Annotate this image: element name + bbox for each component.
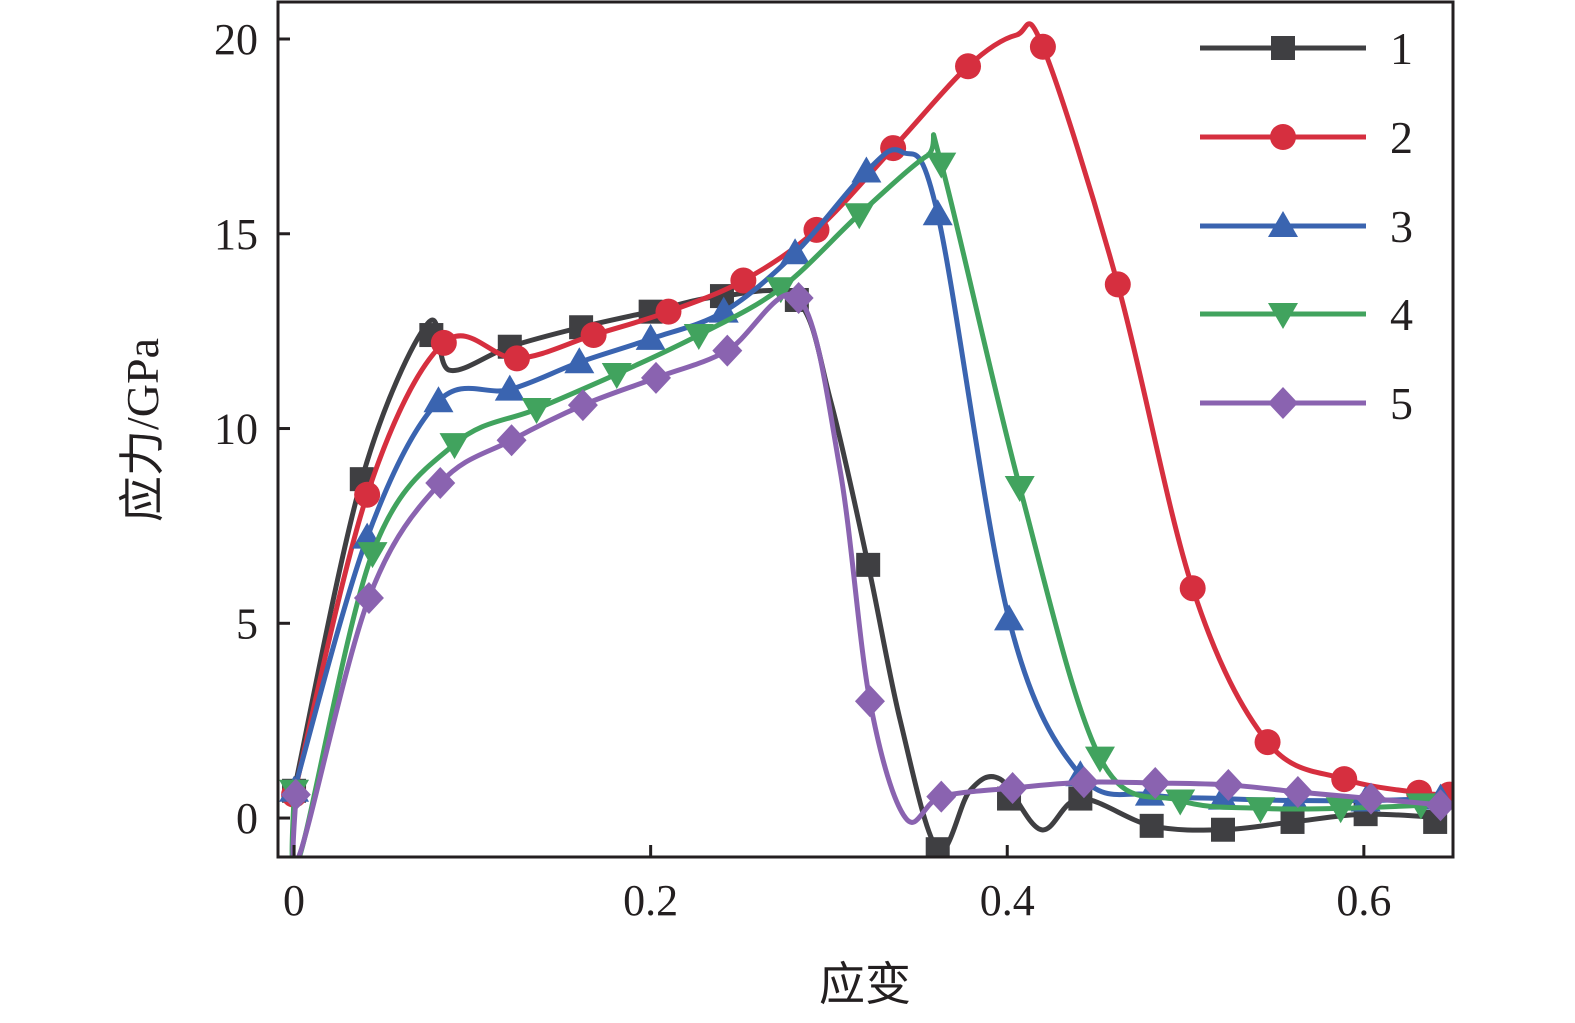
data-point-4 <box>521 398 552 425</box>
data-point-5 <box>1213 768 1244 801</box>
data-point-3 <box>922 199 953 226</box>
legend-label: 4 <box>1390 289 1413 340</box>
data-point-5 <box>854 685 885 718</box>
data-point-4 <box>439 433 470 460</box>
y-axis-title: 应力/GPa <box>117 338 168 522</box>
y-tick-label: 20 <box>214 15 258 64</box>
data-point-2 <box>354 481 381 508</box>
legend-marker <box>1270 124 1296 150</box>
data-point-2 <box>730 267 757 294</box>
data-point-4 <box>1084 746 1115 773</box>
data-point-3 <box>994 604 1025 631</box>
data-point-3 <box>635 323 666 350</box>
data-point-1 <box>856 552 881 577</box>
data-point-2 <box>1179 575 1206 602</box>
data-point-2 <box>1331 766 1358 793</box>
data-point-3 <box>564 347 595 374</box>
data-point-1 <box>1139 813 1164 838</box>
x-tick-label: 0 <box>283 876 305 925</box>
x-tick-label: 0.6 <box>1336 876 1391 925</box>
series-5 <box>280 282 1453 857</box>
data-point-4 <box>844 203 875 230</box>
data-point-3 <box>851 156 882 183</box>
y-tick-label: 15 <box>214 210 258 259</box>
data-point-2 <box>503 345 530 372</box>
data-point-4 <box>765 277 796 304</box>
x-tick-label: 0.2 <box>623 876 678 925</box>
legend-entry-4: 4 <box>1200 289 1413 340</box>
legend-label: 2 <box>1390 112 1413 163</box>
legend-entry-1: 1 <box>1200 23 1413 74</box>
data-point-4 <box>357 542 388 569</box>
data-point-5 <box>926 780 957 813</box>
data-point-5 <box>1355 782 1386 815</box>
y-tick-label: 10 <box>214 405 258 454</box>
data-point-1 <box>1280 809 1305 834</box>
data-point-5 <box>567 389 598 422</box>
legend-entry-3: 3 <box>1200 201 1413 252</box>
data-point-5 <box>280 778 311 811</box>
data-point-4 <box>1165 789 1196 816</box>
series-line-5 <box>290 291 1445 857</box>
legend: 1 2 3 4 5 <box>1200 23 1413 429</box>
data-point-4 <box>1325 797 1356 824</box>
data-point-5 <box>640 361 671 394</box>
data-point-5 <box>1282 775 1313 808</box>
data-point-2 <box>955 53 982 80</box>
y-tick-label: 0 <box>236 794 258 843</box>
series-4 <box>279 132 1445 857</box>
data-point-4 <box>926 152 957 179</box>
data-point-5 <box>425 467 456 500</box>
data-point-1 <box>1210 817 1235 842</box>
legend-label: 1 <box>1390 23 1413 74</box>
x-tick-label: 0.4 <box>980 876 1035 925</box>
data-point-5 <box>353 581 384 614</box>
data-point-3 <box>780 238 811 265</box>
series-line-3 <box>291 147 1445 804</box>
data-point-5 <box>1068 766 1099 799</box>
series-1 <box>282 284 1448 857</box>
data-point-4 <box>601 362 632 389</box>
data-point-2 <box>1029 33 1056 60</box>
data-point-2 <box>1104 271 1131 298</box>
legend-marker <box>1268 211 1298 237</box>
data-point-2 <box>655 298 682 325</box>
data-point-5 <box>997 772 1028 805</box>
legend-marker <box>1268 303 1298 329</box>
data-point-4 <box>1245 797 1276 824</box>
legend-label: 3 <box>1390 201 1413 252</box>
legend-entry-5: 5 <box>1200 378 1413 429</box>
data-point-2 <box>430 329 457 356</box>
data-point-5 <box>1425 789 1453 822</box>
legend-marker <box>1271 36 1295 60</box>
data-point-3 <box>1207 783 1238 810</box>
data-point-2 <box>580 322 607 349</box>
legend-marker <box>1268 387 1298 419</box>
data-point-5 <box>1140 766 1171 799</box>
data-point-4 <box>1004 475 1035 502</box>
legend-entry-2: 2 <box>1200 112 1413 163</box>
data-point-1 <box>925 837 950 857</box>
series-line-4 <box>289 132 1445 857</box>
data-point-4 <box>683 324 714 351</box>
data-point-5 <box>783 282 814 315</box>
data-point-2 <box>1254 729 1281 756</box>
data-point-5 <box>496 424 527 457</box>
data-point-3 <box>494 374 525 401</box>
data-point-5 <box>712 334 743 367</box>
legend-label: 5 <box>1390 378 1413 429</box>
y-tick-label: 5 <box>236 599 258 648</box>
data-point-3 <box>423 386 454 413</box>
x-axis-title: 应变 <box>819 959 911 1010</box>
